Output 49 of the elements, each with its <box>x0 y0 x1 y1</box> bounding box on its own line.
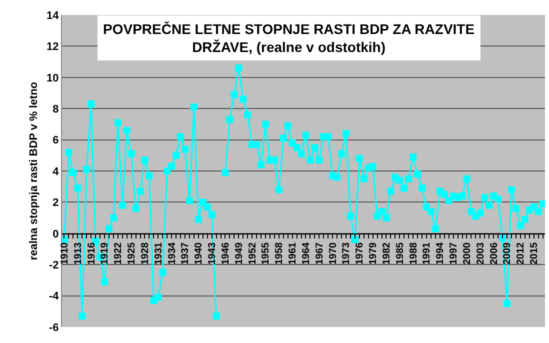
x-tick-label: 2000 <box>462 242 473 265</box>
x-tick-label: 2012 <box>516 242 527 265</box>
x-tick-label: 1952 <box>247 242 258 265</box>
x-tick-label: 1985 <box>394 242 406 265</box>
x-tick-label: 1973 <box>341 242 352 265</box>
x-tick-label: 1967 <box>314 242 326 265</box>
y-tick-label: 0 <box>52 228 59 240</box>
y-tick-label: 6 <box>52 134 59 147</box>
x-tick-label: 2003 <box>475 242 486 265</box>
x-tick-label: 1988 <box>408 242 420 265</box>
x-tick-label: 1991 <box>422 242 433 265</box>
y-tick-label: 4 <box>52 166 60 178</box>
x-tick-label: 1955 <box>260 242 272 265</box>
x-tick-label: 1919 <box>100 242 111 265</box>
x-tick-label: 1946 <box>220 242 232 265</box>
x-tick-label: 1931 <box>153 242 164 265</box>
x-tick-label: 1925 <box>126 242 138 265</box>
x-tick-label: 2006 <box>488 242 500 265</box>
y-axis-title: realna stopnja rasti BDP v % letno <box>28 82 40 260</box>
y-tick-label: -2 <box>49 259 59 272</box>
x-tick-label: 1976 <box>354 242 366 265</box>
y-tick-label: 12 <box>46 41 59 54</box>
x-tick-label: 1970 <box>328 242 339 265</box>
x-tick-label: 1949 <box>234 242 245 265</box>
x-tick-label: 1982 <box>381 242 392 265</box>
x-tick-label: 1994 <box>435 242 446 265</box>
x-tick-label: 1922 <box>113 242 124 265</box>
x-tick-label: 1964 <box>300 242 312 265</box>
y-tick-label: 10 <box>46 72 59 84</box>
x-tick-label: 1979 <box>368 242 380 265</box>
x-tick-label: 1910 <box>59 242 70 265</box>
y-tick-label: -6 <box>49 322 59 334</box>
text: POVPREČNE LETNE STOPNJE RASTI BDP ZA RAZVITE DRŽAVE, (realne v odstotkih) <box>103 21 475 56</box>
x-tick-label: 2015 <box>529 242 540 265</box>
x-tick-label: 1937 <box>180 242 192 265</box>
y-tick-label: 8 <box>52 103 59 116</box>
x-tick-label: 2009 <box>502 242 514 265</box>
x-tick-label: 1958 <box>274 242 286 265</box>
x-tick-label: 1928 <box>140 242 151 265</box>
x-tick-label: 1916 <box>86 242 98 265</box>
x-tick-label: 1913 <box>72 242 84 265</box>
x-tick-label: 1961 <box>288 242 299 265</box>
x-tick-label: 1934 <box>166 242 178 265</box>
y-tick-label: 2 <box>52 197 59 210</box>
x-tick-label: 1940 <box>194 242 205 265</box>
x-tick-label: 1943 <box>207 242 218 265</box>
y-tick-label: -4 <box>49 290 60 303</box>
y-tick-label: 14 <box>46 10 60 22</box>
x-tick-label: 1997 <box>448 242 460 265</box>
